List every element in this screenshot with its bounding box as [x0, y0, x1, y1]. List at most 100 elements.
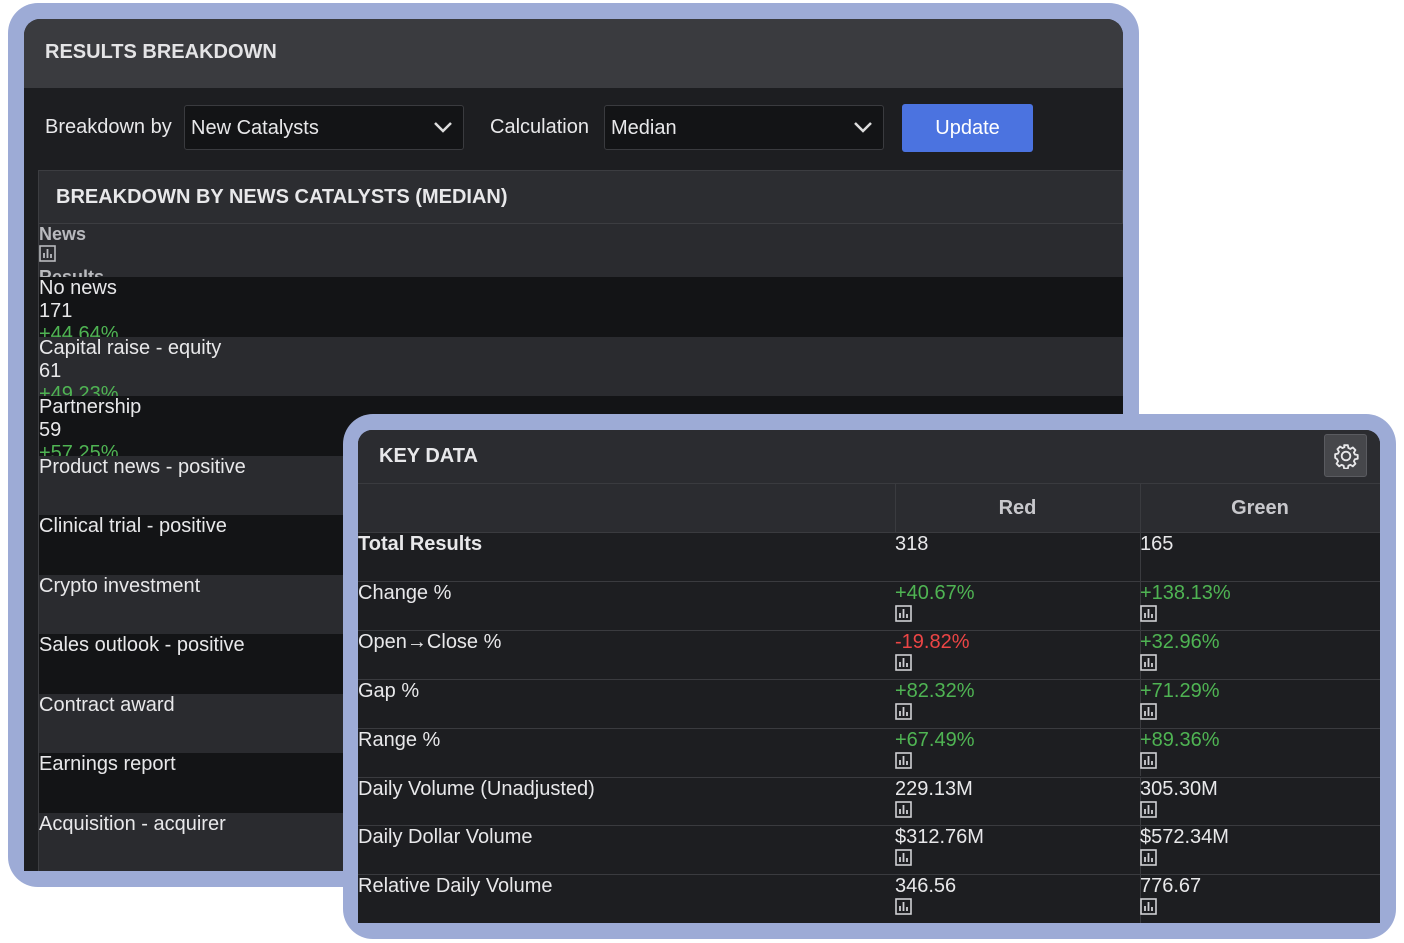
chart-icon	[1140, 898, 1157, 916]
value-cell: +89.36%	[1140, 729, 1380, 777]
table-cell: Contract award	[39, 693, 175, 716]
table-row: Gap % +82.32% +71.29%	[358, 678, 1380, 728]
chart-icon	[895, 751, 912, 769]
settings-button[interactable]	[1324, 434, 1367, 477]
value: $312.76M	[895, 826, 984, 849]
value-cell: +138.13%	[1140, 582, 1380, 630]
value: 165	[1140, 533, 1174, 555]
value-wrap: +32.96%	[1140, 631, 1380, 676]
value: 229.13M	[895, 777, 973, 800]
table-row: Open→Close % -19.82% +32.96%	[358, 629, 1380, 679]
value-cell: $312.76M	[895, 826, 1141, 875]
row-label: Total Results	[358, 533, 483, 555]
value-wrap: +40.67%	[895, 582, 1140, 627]
value-wrap: +67.49%	[895, 729, 1140, 774]
key-data-table: Red Green Total Results 318 165 Change % +40.6…	[358, 483, 1380, 923]
value: 305.30M	[1140, 777, 1218, 800]
row-label: Change %	[358, 581, 452, 604]
value-wrap: $312.76M	[895, 826, 1140, 871]
value-wrap: 305.30M	[1140, 778, 1380, 823]
value-cell: 165	[1140, 533, 1380, 581]
value: +67.49%	[895, 728, 975, 751]
table-row: Change % +40.67% +138.13%	[358, 580, 1380, 630]
table-cell: No news	[39, 277, 117, 299]
row-label: Open→Close %	[358, 630, 502, 653]
value-cell: +71.29%	[1140, 680, 1380, 728]
chart-icon	[895, 605, 912, 622]
chart-icon	[895, 898, 912, 916]
table-row: Relative Daily Volume 346.56 776.67	[358, 874, 1380, 923]
value-cell: 318	[895, 533, 1141, 581]
value-wrap: -19.82%	[895, 631, 1140, 676]
table-row: Total Results 318 165	[358, 532, 1380, 581]
table-title: BREAKDOWN BY NEWS CATALYSTS (MEDIAN)	[56, 186, 508, 208]
value-cell: 229.13M	[895, 777, 1141, 826]
value: -19.82%	[895, 630, 970, 653]
value-wrap: +82.32%	[895, 680, 1140, 725]
value: +82.32%	[895, 679, 975, 702]
value-cell: -19.82%	[895, 630, 1141, 679]
value: 318	[895, 533, 929, 555]
chart-icon	[1140, 702, 1157, 720]
table-header: BREAKDOWN BY NEWS CATALYSTS (MEDIAN)	[38, 170, 1123, 224]
table-cell: Capital raise - equity	[39, 336, 222, 359]
dropdown-value: New Catalysts	[191, 117, 319, 139]
table-cell: Crypto investment	[39, 574, 201, 597]
chart-icon	[1140, 751, 1157, 769]
value: +138.13%	[1140, 581, 1231, 604]
column-header: Green	[1231, 497, 1289, 519]
value: +71.29%	[1140, 679, 1220, 702]
chevron	[434, 122, 452, 133]
value: +89.36%	[1140, 728, 1220, 751]
panel-header: RESULTS BREAKDOWN	[24, 19, 1123, 88]
label: Breakdown by	[45, 116, 172, 138]
table-row: Daily Dollar Volume $312.76M $572.34M	[358, 825, 1380, 875]
table-cell: Sales outlook - positive	[39, 634, 245, 656]
table-row: Capital raise - equity61+49.23%-13.46%+3…	[39, 336, 1123, 451]
value-cell: $572.34M	[1140, 826, 1380, 874]
panel-title: RESULTS BREAKDOWN	[45, 41, 277, 63]
gear-icon	[1334, 444, 1359, 469]
value: 346.56	[895, 875, 957, 898]
chart-icon	[895, 653, 912, 671]
row-label: Gap %	[358, 679, 420, 702]
row-label: Relative Daily Volume	[358, 875, 553, 898]
value-cell: +40.67%	[895, 581, 1141, 630]
table-cell: 59	[39, 419, 62, 441]
row-label: Daily Dollar Volume	[358, 826, 533, 849]
row-label: Range %	[358, 728, 441, 751]
value-wrap: +89.36%	[1140, 729, 1380, 774]
value-wrap: 346.56	[895, 875, 1140, 920]
table-cell: Earnings report	[39, 753, 176, 775]
panel-title: KEY DATA	[379, 445, 478, 467]
value: $572.34M	[1140, 826, 1229, 849]
chart-icon	[1140, 849, 1157, 867]
value-wrap: $572.34M	[1140, 826, 1380, 871]
value: 776.67	[1140, 875, 1202, 898]
value-cell: +82.32%	[895, 679, 1141, 728]
column-label: News	[39, 224, 87, 244]
value-cell: +67.49%	[895, 728, 1141, 777]
column-header-row: Red Green	[358, 483, 1380, 532]
value-cell: 305.30M	[1140, 778, 1380, 826]
chart-icon	[895, 849, 912, 867]
value-wrap: 318	[895, 533, 1140, 556]
chart-icon	[39, 245, 56, 262]
row-label: Daily Volume (Unadjusted)	[358, 777, 595, 800]
chart-icon	[895, 702, 912, 720]
dropdown[interactable]: Median	[604, 105, 884, 150]
chart-icon	[1140, 605, 1157, 622]
key-data-panel: KEY DATA Red Green Total Results 318 165 Chan…	[358, 430, 1380, 923]
table-cell: Acquisition - acquirer	[39, 812, 226, 835]
table-cell: Product news - positive	[39, 455, 246, 478]
label: Calculation	[490, 116, 589, 138]
chart-icon	[895, 800, 912, 818]
value-wrap: 165	[1140, 533, 1380, 556]
value: +32.96%	[1140, 630, 1220, 653]
value-cell: +32.96%	[1140, 631, 1380, 679]
table-cell: 61	[39, 359, 62, 382]
value-wrap: +71.29%	[1140, 680, 1380, 725]
update-button[interactable]: Update	[902, 104, 1033, 152]
dropdown[interactable]: New Catalysts	[184, 105, 464, 150]
